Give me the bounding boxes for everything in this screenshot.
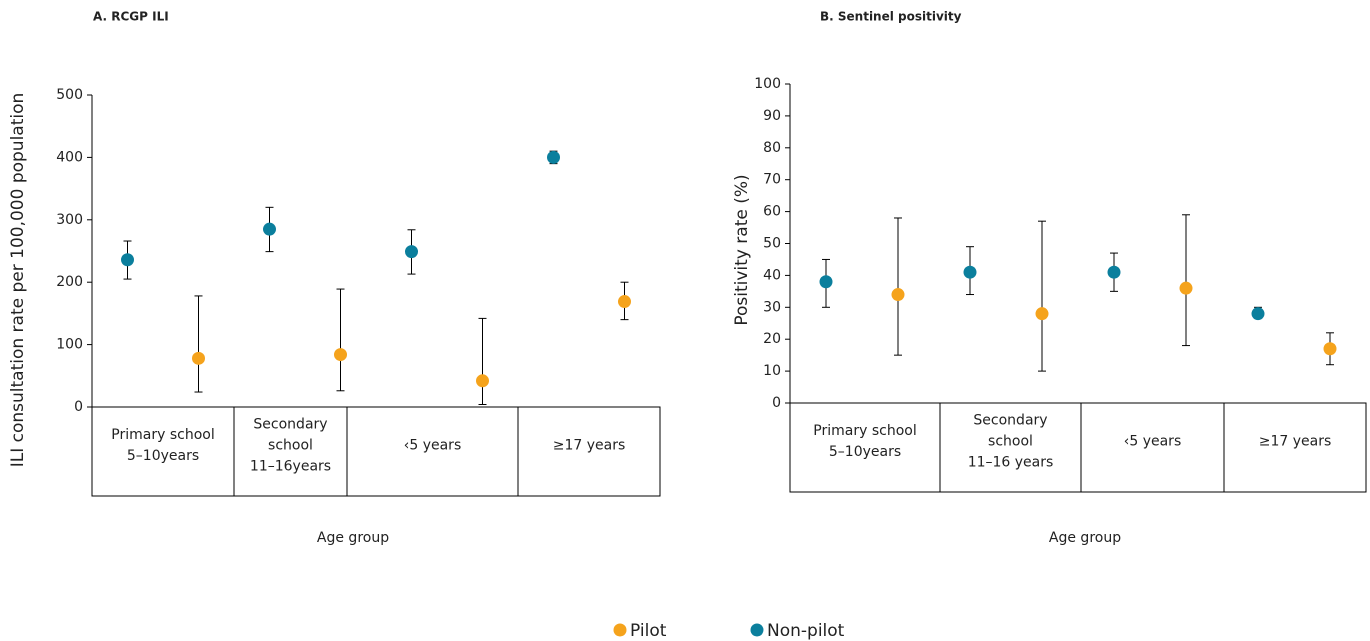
category-label: Secondary: [973, 413, 1047, 429]
point: [405, 245, 418, 259]
y-tick-label: 90: [763, 108, 781, 124]
y-tick-label: 100: [56, 337, 83, 353]
y-tick-label: 50: [763, 236, 781, 252]
point: [121, 253, 134, 267]
point: [819, 275, 833, 289]
category-label: school: [268, 438, 313, 454]
y-tick-label: 30: [763, 299, 781, 315]
y-tick-label: 300: [56, 212, 83, 228]
panel-title: A. RCGP ILI: [93, 10, 169, 24]
point: [1035, 307, 1049, 321]
category-label: 5–10years: [127, 448, 199, 464]
category-label: school: [988, 434, 1033, 450]
point: [547, 150, 560, 164]
point: [963, 265, 977, 279]
category-label: 5–10years: [829, 444, 901, 460]
y-tick-label: 40: [763, 267, 781, 283]
y-axis-label: ILI consultation rate per 100,000 popula…: [8, 93, 28, 468]
y-tick-label: 400: [56, 149, 83, 165]
point: [1323, 342, 1337, 356]
category-box: [91, 406, 661, 497]
legend-swatch: [613, 623, 627, 637]
category-label: ≥17 years: [553, 438, 626, 454]
point: [1107, 265, 1121, 279]
point: [1179, 281, 1193, 295]
legend-label: Pilot: [630, 621, 667, 641]
category-label: 11–16years: [250, 459, 331, 475]
x-axis-label: Age group: [317, 530, 389, 546]
point: [476, 374, 489, 388]
y-tick-label: 0: [772, 395, 781, 411]
category-label: Primary school: [813, 423, 916, 439]
category-label: Secondary: [253, 417, 327, 433]
category-box: [789, 402, 1367, 493]
y-tick-label: 70: [763, 172, 781, 188]
category-label: ‹5 years: [1124, 434, 1181, 450]
y-tick-label: 20: [763, 331, 781, 347]
category-label: Primary school: [111, 427, 214, 443]
point: [334, 348, 347, 362]
x-axis-label: Age group: [1049, 530, 1121, 546]
category-label: ≥17 years: [1259, 434, 1332, 450]
point: [891, 288, 905, 302]
y-tick-label: 500: [56, 87, 83, 103]
y-tick-label: 10: [763, 363, 781, 379]
y-tick-label: 80: [763, 140, 781, 156]
point: [618, 295, 631, 309]
category-label: ‹5 years: [404, 438, 461, 454]
y-tick-label: 60: [763, 204, 781, 220]
point: [1251, 307, 1265, 321]
category-label: 11–16 years: [968, 455, 1054, 471]
point: [263, 222, 276, 236]
y-axis-label: Positivity rate (%): [732, 174, 752, 325]
point: [192, 351, 205, 365]
y-tick-label: 100: [754, 76, 781, 92]
legend-label: Non-pilot: [767, 621, 845, 641]
legend-swatch: [750, 623, 764, 637]
panel-title: B. Sentinel positivity: [820, 10, 962, 24]
y-tick-label: 200: [56, 274, 83, 290]
y-tick-label: 0: [74, 399, 83, 415]
